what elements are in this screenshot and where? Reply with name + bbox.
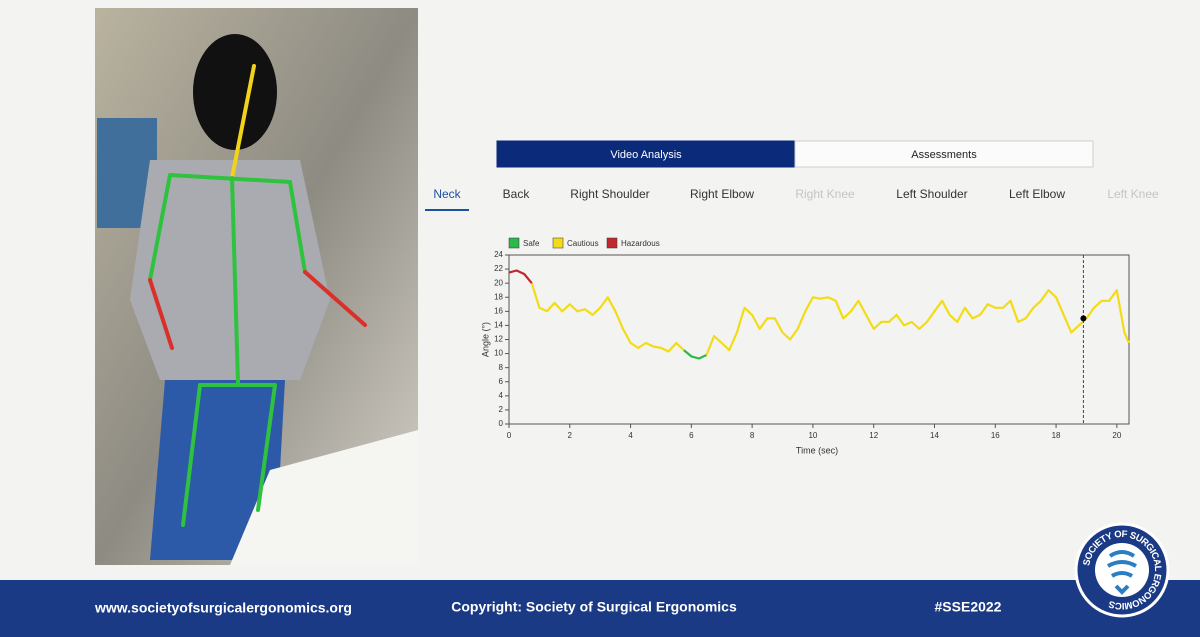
tab[interactable]	[496, 140, 796, 168]
legend-label: Cautious	[567, 239, 599, 248]
x-tick-label: 0	[507, 431, 512, 440]
tab-bar: Video Analysis Assessments	[496, 140, 1094, 168]
y-tick-label: 22	[494, 264, 503, 273]
data-line	[508, 269, 533, 284]
joint-tabs: Neck Back Right Shoulder Right Elbow Right K…	[425, 187, 1159, 211]
y-tick-label: 24	[494, 250, 503, 259]
joint-tab[interactable]: Right Shoulder	[570, 187, 649, 201]
footer-hashtag: #SSE2022	[935, 599, 1002, 615]
y-tick-label: 6	[499, 377, 504, 386]
y-tick-label: 18	[494, 292, 503, 301]
equipment	[230, 430, 418, 565]
footer-copyright: Copyright: Society of Surgical Ergonomic…	[451, 599, 737, 615]
legend-swatch	[508, 237, 520, 249]
skeleton	[148, 64, 367, 527]
y-tick-label: 14	[494, 321, 503, 330]
bone	[181, 383, 202, 527]
x-tick-label: 10	[808, 431, 817, 440]
y-tick-label: 4	[499, 391, 504, 400]
x-axis-label: Time (sec)	[796, 445, 838, 455]
x-tick-label: 12	[869, 431, 878, 440]
bone	[168, 173, 292, 184]
x-tick-label: 8	[750, 431, 755, 440]
joint-tab[interactable]: Neck	[433, 187, 461, 201]
x-tick-label: 20	[1112, 431, 1121, 440]
joint-tab: Right Knee	[795, 187, 855, 201]
x-tick-label: 4	[628, 431, 633, 440]
legend-swatch	[552, 237, 564, 249]
data-line	[683, 349, 707, 360]
joint-tab: Left Knee	[1107, 187, 1159, 201]
logo-icon	[1107, 550, 1137, 595]
y-tick-label: 10	[494, 349, 503, 358]
joint-tab[interactable]: Left Elbow	[1009, 187, 1065, 201]
footer-url: www.societyofsurgicalergonomics.org	[94, 600, 352, 616]
bone	[148, 278, 174, 350]
y-tick-label: 12	[494, 335, 503, 344]
x-tick-label: 14	[930, 431, 939, 440]
y-axis-label: Angle (°)	[480, 322, 490, 357]
x-tick-label: 2	[568, 431, 573, 440]
bone	[230, 64, 256, 180]
bone	[288, 180, 307, 274]
legend-label: Safe	[523, 239, 540, 248]
bone	[230, 176, 240, 385]
head	[193, 34, 277, 150]
y-tick-label: 2	[499, 405, 504, 414]
tab-label[interactable]: Video Analysis	[610, 149, 682, 161]
bone	[303, 270, 367, 327]
y-tick-label: 8	[499, 363, 504, 372]
jacket	[130, 160, 330, 380]
video-frame	[95, 8, 418, 565]
bone	[256, 383, 277, 512]
tab[interactable]	[794, 140, 1094, 168]
bone	[148, 173, 172, 282]
legend-label: Hazardous	[621, 239, 660, 248]
joint-tab[interactable]: Back	[503, 187, 531, 201]
data-line	[530, 282, 1131, 356]
x-tick-label: 16	[991, 431, 1000, 440]
y-tick-label: 16	[494, 306, 503, 315]
cursor-point	[1080, 315, 1087, 322]
tab-label[interactable]: Assessments	[911, 149, 977, 161]
y-tick-label: 0	[499, 419, 504, 428]
logo: SOCIETY OF SURGICAL ERGONOMICS	[1074, 522, 1170, 618]
legend-swatch	[606, 237, 618, 249]
joint-tab[interactable]: Right Elbow	[690, 187, 754, 201]
joint-tab[interactable]: Left Shoulder	[896, 187, 967, 201]
y-tick-label: 20	[494, 278, 503, 287]
logo-center	[1095, 543, 1149, 597]
x-tick-label: 6	[689, 431, 694, 440]
footer-bar	[0, 580, 1200, 637]
x-tick-label: 18	[1052, 431, 1061, 440]
